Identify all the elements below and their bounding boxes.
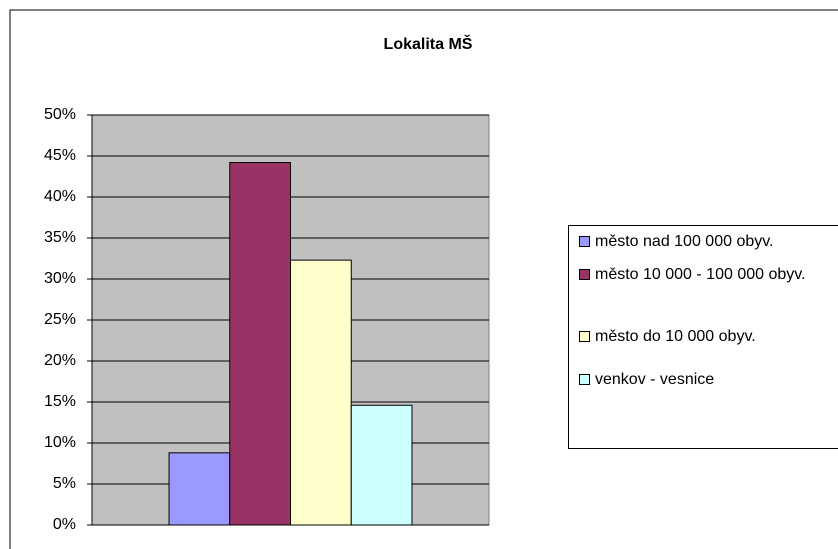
legend: město nad 100 000 obyv. město 10 000 - 10… xyxy=(568,225,838,449)
bar xyxy=(290,259,352,526)
legend-label: venkov - vesnice xyxy=(595,371,715,388)
legend-swatch xyxy=(579,269,590,280)
bar xyxy=(168,452,231,526)
y-tick-label: 45% xyxy=(44,147,76,164)
y-tick-label: 15% xyxy=(44,393,76,410)
y-tick-label: 50% xyxy=(44,106,76,123)
legend-label: město do 10 000 obyv. xyxy=(595,328,756,345)
legend-label: město nad 100 000 obyv. xyxy=(595,233,774,250)
legend-swatch xyxy=(579,374,590,385)
legend-label: město 10 000 - 100 000 obyv. xyxy=(595,266,806,283)
y-tick-label: 10% xyxy=(44,434,76,451)
y-tick-label: 5% xyxy=(53,475,76,492)
legend-swatch xyxy=(579,236,590,247)
legend-entry: město 10 000 - 100 000 obyv. xyxy=(579,263,827,286)
y-tick-label: 0% xyxy=(53,516,76,533)
legend-entry: město do 10 000 obyv. xyxy=(579,325,827,348)
y-tick-label: 40% xyxy=(44,188,76,205)
bar xyxy=(229,162,292,526)
chart-title: Lokalita MŠ xyxy=(384,34,473,53)
bar xyxy=(350,404,413,526)
y-tick-label: 20% xyxy=(44,352,76,369)
legend-entry: město nad 100 000 obyv. xyxy=(579,230,827,253)
legend-swatch xyxy=(579,331,590,342)
y-tick-label: 30% xyxy=(44,270,76,287)
y-tick-label: 35% xyxy=(44,229,76,246)
legend-entry: venkov - vesnice xyxy=(579,368,827,391)
y-tick-label: 25% xyxy=(44,311,76,328)
